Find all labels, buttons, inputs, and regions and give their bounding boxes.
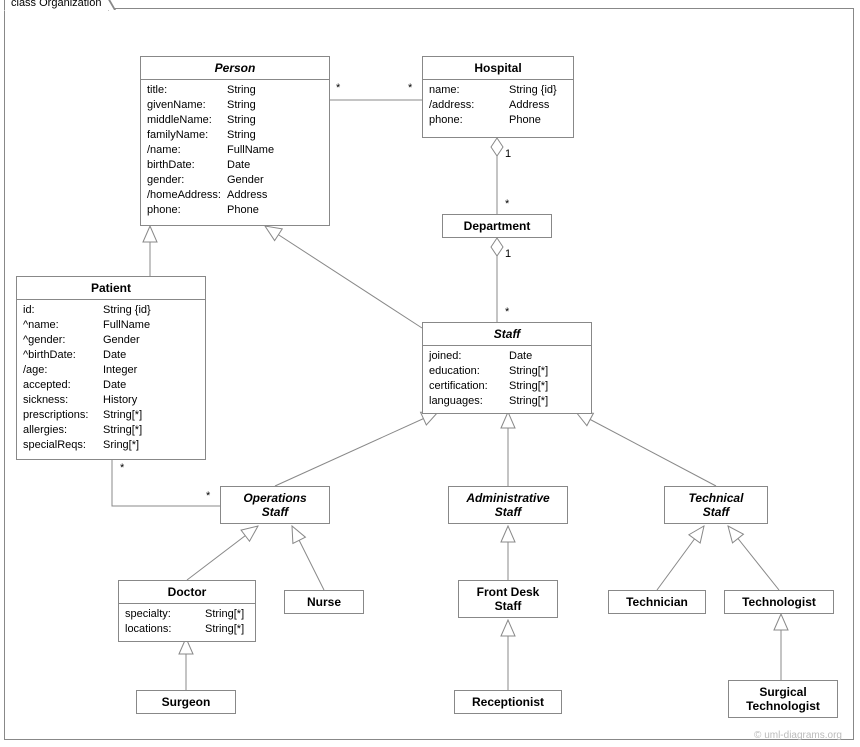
class-title: Staff	[423, 323, 591, 346]
class-body: specialty:String[*]locations:String[*]	[119, 604, 255, 641]
multiplicity-label: *	[505, 306, 509, 318]
attribute-row: phone:Phone	[147, 203, 323, 218]
class-title: Person	[141, 57, 329, 80]
class-title: Technician	[609, 591, 705, 613]
attribute-row: gender:Gender	[147, 173, 323, 188]
multiplicity-label: *	[120, 462, 124, 474]
class-body: joined:Dateeducation:String[*]certificat…	[423, 346, 591, 413]
attribute-row: locations:String[*]	[125, 622, 249, 637]
attribute-row: name:String {id}	[429, 83, 567, 98]
attribute-row: ^gender:Gender	[23, 333, 199, 348]
attribute-row: education:String[*]	[429, 364, 585, 379]
attribute-row: specialReqs:Sring[*]	[23, 438, 199, 453]
attribute-row: givenName:String	[147, 98, 323, 113]
class-adminStaff: AdministrativeStaff	[448, 486, 568, 524]
attribute-row: phone:Phone	[429, 113, 567, 128]
class-title: Nurse	[285, 591, 363, 613]
class-nurse: Nurse	[284, 590, 364, 614]
class-person: Persontitle:StringgivenName:Stringmiddle…	[140, 56, 330, 226]
multiplicity-label: *	[336, 82, 340, 94]
attribute-row: certification:String[*]	[429, 379, 585, 394]
class-staff: Staffjoined:Dateeducation:String[*]certi…	[422, 322, 592, 414]
class-title: Technologist	[725, 591, 833, 613]
attribute-row: allergies:String[*]	[23, 423, 199, 438]
multiplicity-label: 1	[505, 148, 511, 160]
attribute-row: familyName:String	[147, 128, 323, 143]
multiplicity-label: *	[505, 198, 509, 210]
attribute-row: title:String	[147, 83, 323, 98]
class-title: Hospital	[423, 57, 573, 80]
class-receptionist: Receptionist	[454, 690, 562, 714]
multiplicity-label: *	[206, 490, 210, 502]
class-title: Patient	[17, 277, 205, 300]
frame-label-text: class Organization	[11, 0, 102, 9]
class-body: id:String {id}^name:FullName^gender:Gend…	[17, 300, 205, 457]
attribute-row: ^birthDate:Date	[23, 348, 199, 363]
class-body: title:StringgivenName:StringmiddleName:S…	[141, 80, 329, 222]
class-title: SurgicalTechnologist	[729, 681, 837, 717]
class-surgTech: SurgicalTechnologist	[728, 680, 838, 718]
attribute-row: middleName:String	[147, 113, 323, 128]
class-technologist: Technologist	[724, 590, 834, 614]
frame-label: class Organization	[4, 0, 109, 11]
class-title: Surgeon	[137, 691, 235, 713]
class-department: Department	[442, 214, 552, 238]
attribute-row: languages:String[*]	[429, 394, 585, 409]
class-title: TechnicalStaff	[665, 487, 767, 523]
class-title: AdministrativeStaff	[449, 487, 567, 523]
class-techStaff: TechnicalStaff	[664, 486, 768, 524]
class-technician: Technician	[608, 590, 706, 614]
class-frontDesk: Front DeskStaff	[458, 580, 558, 618]
attribute-row: id:String {id}	[23, 303, 199, 318]
attribute-row: sickness:History	[23, 393, 199, 408]
watermark: © uml-diagrams.org	[754, 730, 842, 741]
multiplicity-label: 1	[505, 248, 511, 260]
class-title: Department	[443, 215, 551, 237]
attribute-row: accepted:Date	[23, 378, 199, 393]
attribute-row: prescriptions:String[*]	[23, 408, 199, 423]
class-hospital: Hospitalname:String {id}/address:Address…	[422, 56, 574, 138]
class-doctor: Doctorspecialty:String[*]locations:Strin…	[118, 580, 256, 642]
class-title: Front DeskStaff	[459, 581, 557, 617]
attribute-row: /homeAddress:Address	[147, 188, 323, 203]
attribute-row: birthDate:Date	[147, 158, 323, 173]
attribute-row: joined:Date	[429, 349, 585, 364]
class-opsStaff: OperationsStaff	[220, 486, 330, 524]
attribute-row: /address:Address	[429, 98, 567, 113]
class-patient: Patientid:String {id}^name:FullName^gend…	[16, 276, 206, 460]
attribute-row: /age:Integer	[23, 363, 199, 378]
class-title: Receptionist	[455, 691, 561, 713]
class-surgeon: Surgeon	[136, 690, 236, 714]
class-body: name:String {id}/address:Addressphone:Ph…	[423, 80, 573, 132]
class-title: OperationsStaff	[221, 487, 329, 523]
attribute-row: ^name:FullName	[23, 318, 199, 333]
attribute-row: /name:FullName	[147, 143, 323, 158]
attribute-row: specialty:String[*]	[125, 607, 249, 622]
multiplicity-label: *	[408, 82, 412, 94]
class-title: Doctor	[119, 581, 255, 604]
